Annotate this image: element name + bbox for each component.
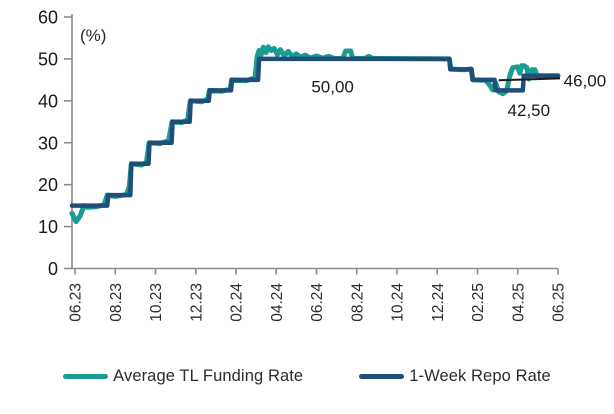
chart-legend: Average TL Funding Rate 1-Week Repo Rate	[0, 358, 614, 394]
trough-label: 42,50	[508, 101, 551, 120]
x-axis-tick-label: 02.25	[470, 283, 487, 322]
series-layer	[69, 44, 561, 225]
y-axis-tick-label: 50	[38, 49, 58, 69]
rate-chart-svg: 0 10 20 30 40 50 60 06.23 08.23 10.23 12.23 02.24 04…	[38, 8, 606, 322]
latest-value-callout-line	[498, 77, 561, 82]
y-axis-tick-label: 10	[38, 217, 58, 237]
x-axis-tick-label: 08.23	[108, 283, 125, 322]
repo-rate-line	[69, 56, 561, 208]
y-axis-tick-label: 20	[38, 175, 58, 195]
axes-layer: 0 10 20 30 40 50 60 06.23 08.23 10.23 12.23 02.24 04…	[38, 8, 568, 322]
rate-chart: 0 10 20 30 40 50 60 06.23 08.23 10.23 12.23 02.24 04…	[38, 8, 606, 322]
x-axis-tick-label: 06.23	[68, 283, 85, 322]
y-axis-tick-label: 30	[38, 133, 58, 153]
legend-item-repo-rate: 1-Week Repo Rate	[359, 367, 551, 386]
x-axis-tick-label: 06.24	[309, 283, 326, 322]
annotation-layer: 50,00 42,50 46,00	[311, 72, 606, 120]
y-axis-tick-label: 60	[38, 8, 58, 28]
funding-rate-legend-label: Average TL Funding Rate	[113, 366, 304, 385]
y-axis-tick-label: 40	[38, 91, 58, 111]
x-axis-tick-label: 06.25	[551, 283, 568, 322]
funding-rate-line-swatch	[63, 373, 109, 379]
legend-item-funding-rate: Average TL Funding Rate	[63, 367, 303, 386]
x-axis-tick-label: 02.24	[229, 283, 246, 322]
funding-rate-line	[69, 44, 561, 225]
x-axis-tick-label: 04.24	[269, 283, 286, 322]
x-axis-tick-label: 10.24	[390, 283, 407, 322]
x-axis-tick-label: 12.23	[188, 283, 205, 322]
repo-rate-legend-label: 1-Week Repo Rate	[409, 366, 551, 385]
y-axis-tick-label: 0	[48, 259, 58, 279]
x-axis-tick-label: 08.24	[349, 283, 366, 322]
repo-rate-line-swatch	[359, 373, 405, 379]
plateau-label: 50,00	[311, 78, 354, 97]
latest-label: 46,00	[564, 72, 607, 91]
y-axis-unit-label: (%)	[80, 26, 106, 45]
x-axis-tick-label: 12.24	[430, 283, 447, 322]
x-axis-tick-label: 10.23	[148, 283, 165, 322]
x-axis-tick-label: 04.25	[510, 283, 527, 322]
